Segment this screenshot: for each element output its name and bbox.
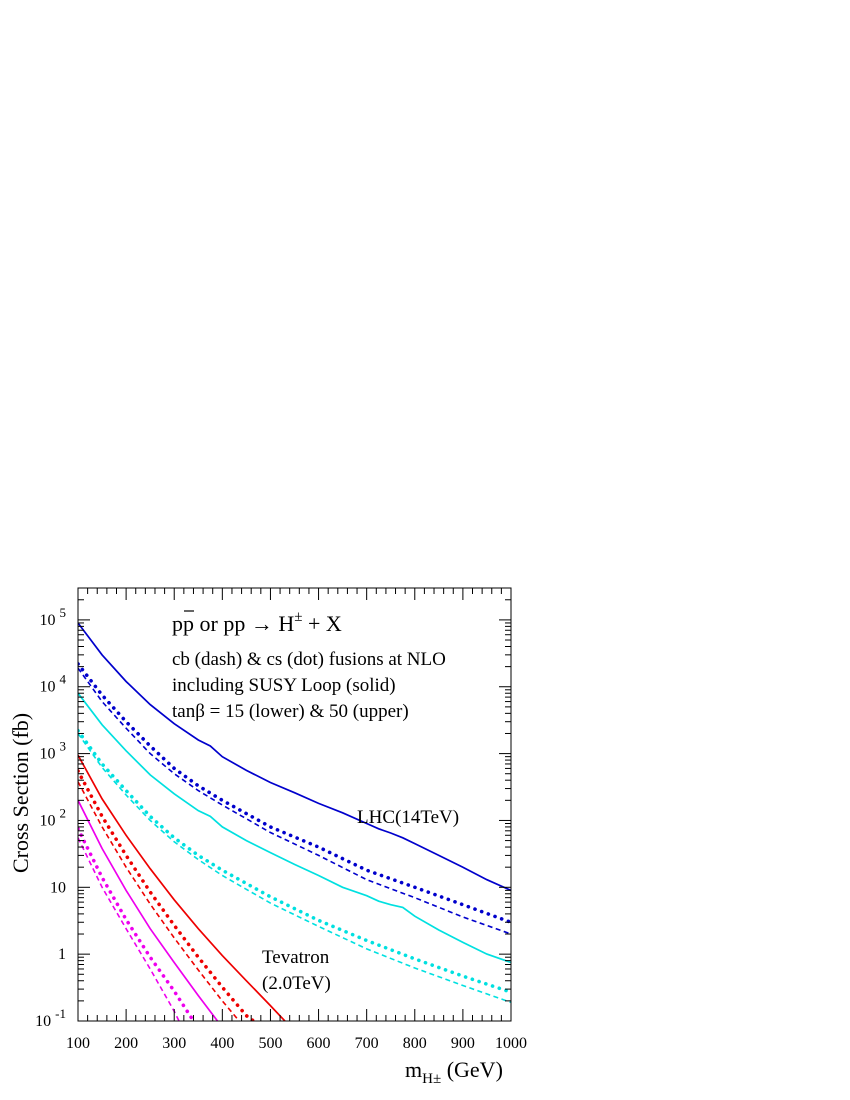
tevatron-label: Tevatron xyxy=(262,947,330,968)
x-tick-label: 900 xyxy=(451,1035,475,1052)
x-tick-label: 400 xyxy=(210,1035,234,1052)
x-tick-label: 600 xyxy=(307,1035,331,1052)
y-axis-title: Cross Section (fb) xyxy=(8,713,33,873)
y-tick-label: 10 5 xyxy=(40,605,67,629)
process-title-p2: p xyxy=(183,611,194,636)
x-tick-label: 200 xyxy=(114,1035,138,1052)
x-tick-label: 700 xyxy=(355,1035,379,1052)
series-tevatron-tanb50-solid xyxy=(78,754,286,1021)
process-title-sup: ± xyxy=(294,609,302,625)
lhc-label: LHC(14TeV) xyxy=(357,807,459,828)
y-tick-label: 10 -1 xyxy=(35,1006,66,1030)
y-tick-label: 10 4 xyxy=(40,672,67,696)
process-title-p1: p xyxy=(172,611,183,636)
process-title: pp or pp → H± + X xyxy=(172,601,342,636)
y-tick-label: 10 3 xyxy=(40,739,67,763)
process-title-end: + X xyxy=(308,611,342,636)
curves-layer xyxy=(78,622,511,1021)
x-tick-labels: 100 200 300 400 500 600 700 800 900 1000 xyxy=(66,1035,527,1052)
annotation-line-4: tanβ = 15 (lower) & 50 (upper) xyxy=(172,701,409,722)
x-tick-label: 500 xyxy=(258,1035,282,1052)
x-axis-title-sub: H± xyxy=(422,1071,441,1087)
annotation-line-2: cb (dash) & cs (dot) fusions at NLO xyxy=(172,649,446,670)
series-lhc-tanb50-solid xyxy=(78,622,511,892)
y-tick-label: 1 xyxy=(58,946,66,963)
series-lhc-tanb15-dash xyxy=(78,733,511,1004)
x-tick-label: 1000 xyxy=(495,1035,527,1052)
series-lhc-tanb50-dot xyxy=(78,662,511,925)
x-axis-title-unit: (GeV) xyxy=(447,1057,503,1082)
x-tick-label: 300 xyxy=(162,1035,186,1052)
plot-frame xyxy=(77,587,512,1022)
series-lhc-tanb15-solid xyxy=(78,692,511,964)
x-tick-label: 800 xyxy=(403,1035,427,1052)
series-tevatron-tanb15-solid xyxy=(78,799,219,1021)
x-tick-label: 100 xyxy=(66,1035,90,1052)
process-title-text: or pp → H xyxy=(200,611,295,636)
y-tick-labels: 10 -1 1 10 10 2 10 3 10 4 10 5 xyxy=(35,605,66,1030)
series-lhc-tanb50-dash xyxy=(78,667,511,935)
series-tevatron-tanb50-dash xyxy=(78,781,240,1021)
x-axis-title-m: m xyxy=(405,1057,422,1082)
annotation-line-3: including SUSY Loop (solid) xyxy=(172,675,396,696)
x-axis-title: mH± (GeV) xyxy=(405,1057,503,1088)
y-tick-label: 10 2 xyxy=(40,805,67,829)
tevatron-energy-label: (2.0TeV) xyxy=(262,973,331,994)
y-tick-label: 10 xyxy=(50,879,66,896)
series-lhc-tanb15-dot xyxy=(78,728,511,995)
series-tevatron-tanb15-dot xyxy=(78,826,196,1021)
axis-ticks xyxy=(77,587,512,1022)
series-tevatron-tanb50-dot xyxy=(78,769,256,1021)
series-tevatron-tanb15-dash xyxy=(78,837,180,1021)
